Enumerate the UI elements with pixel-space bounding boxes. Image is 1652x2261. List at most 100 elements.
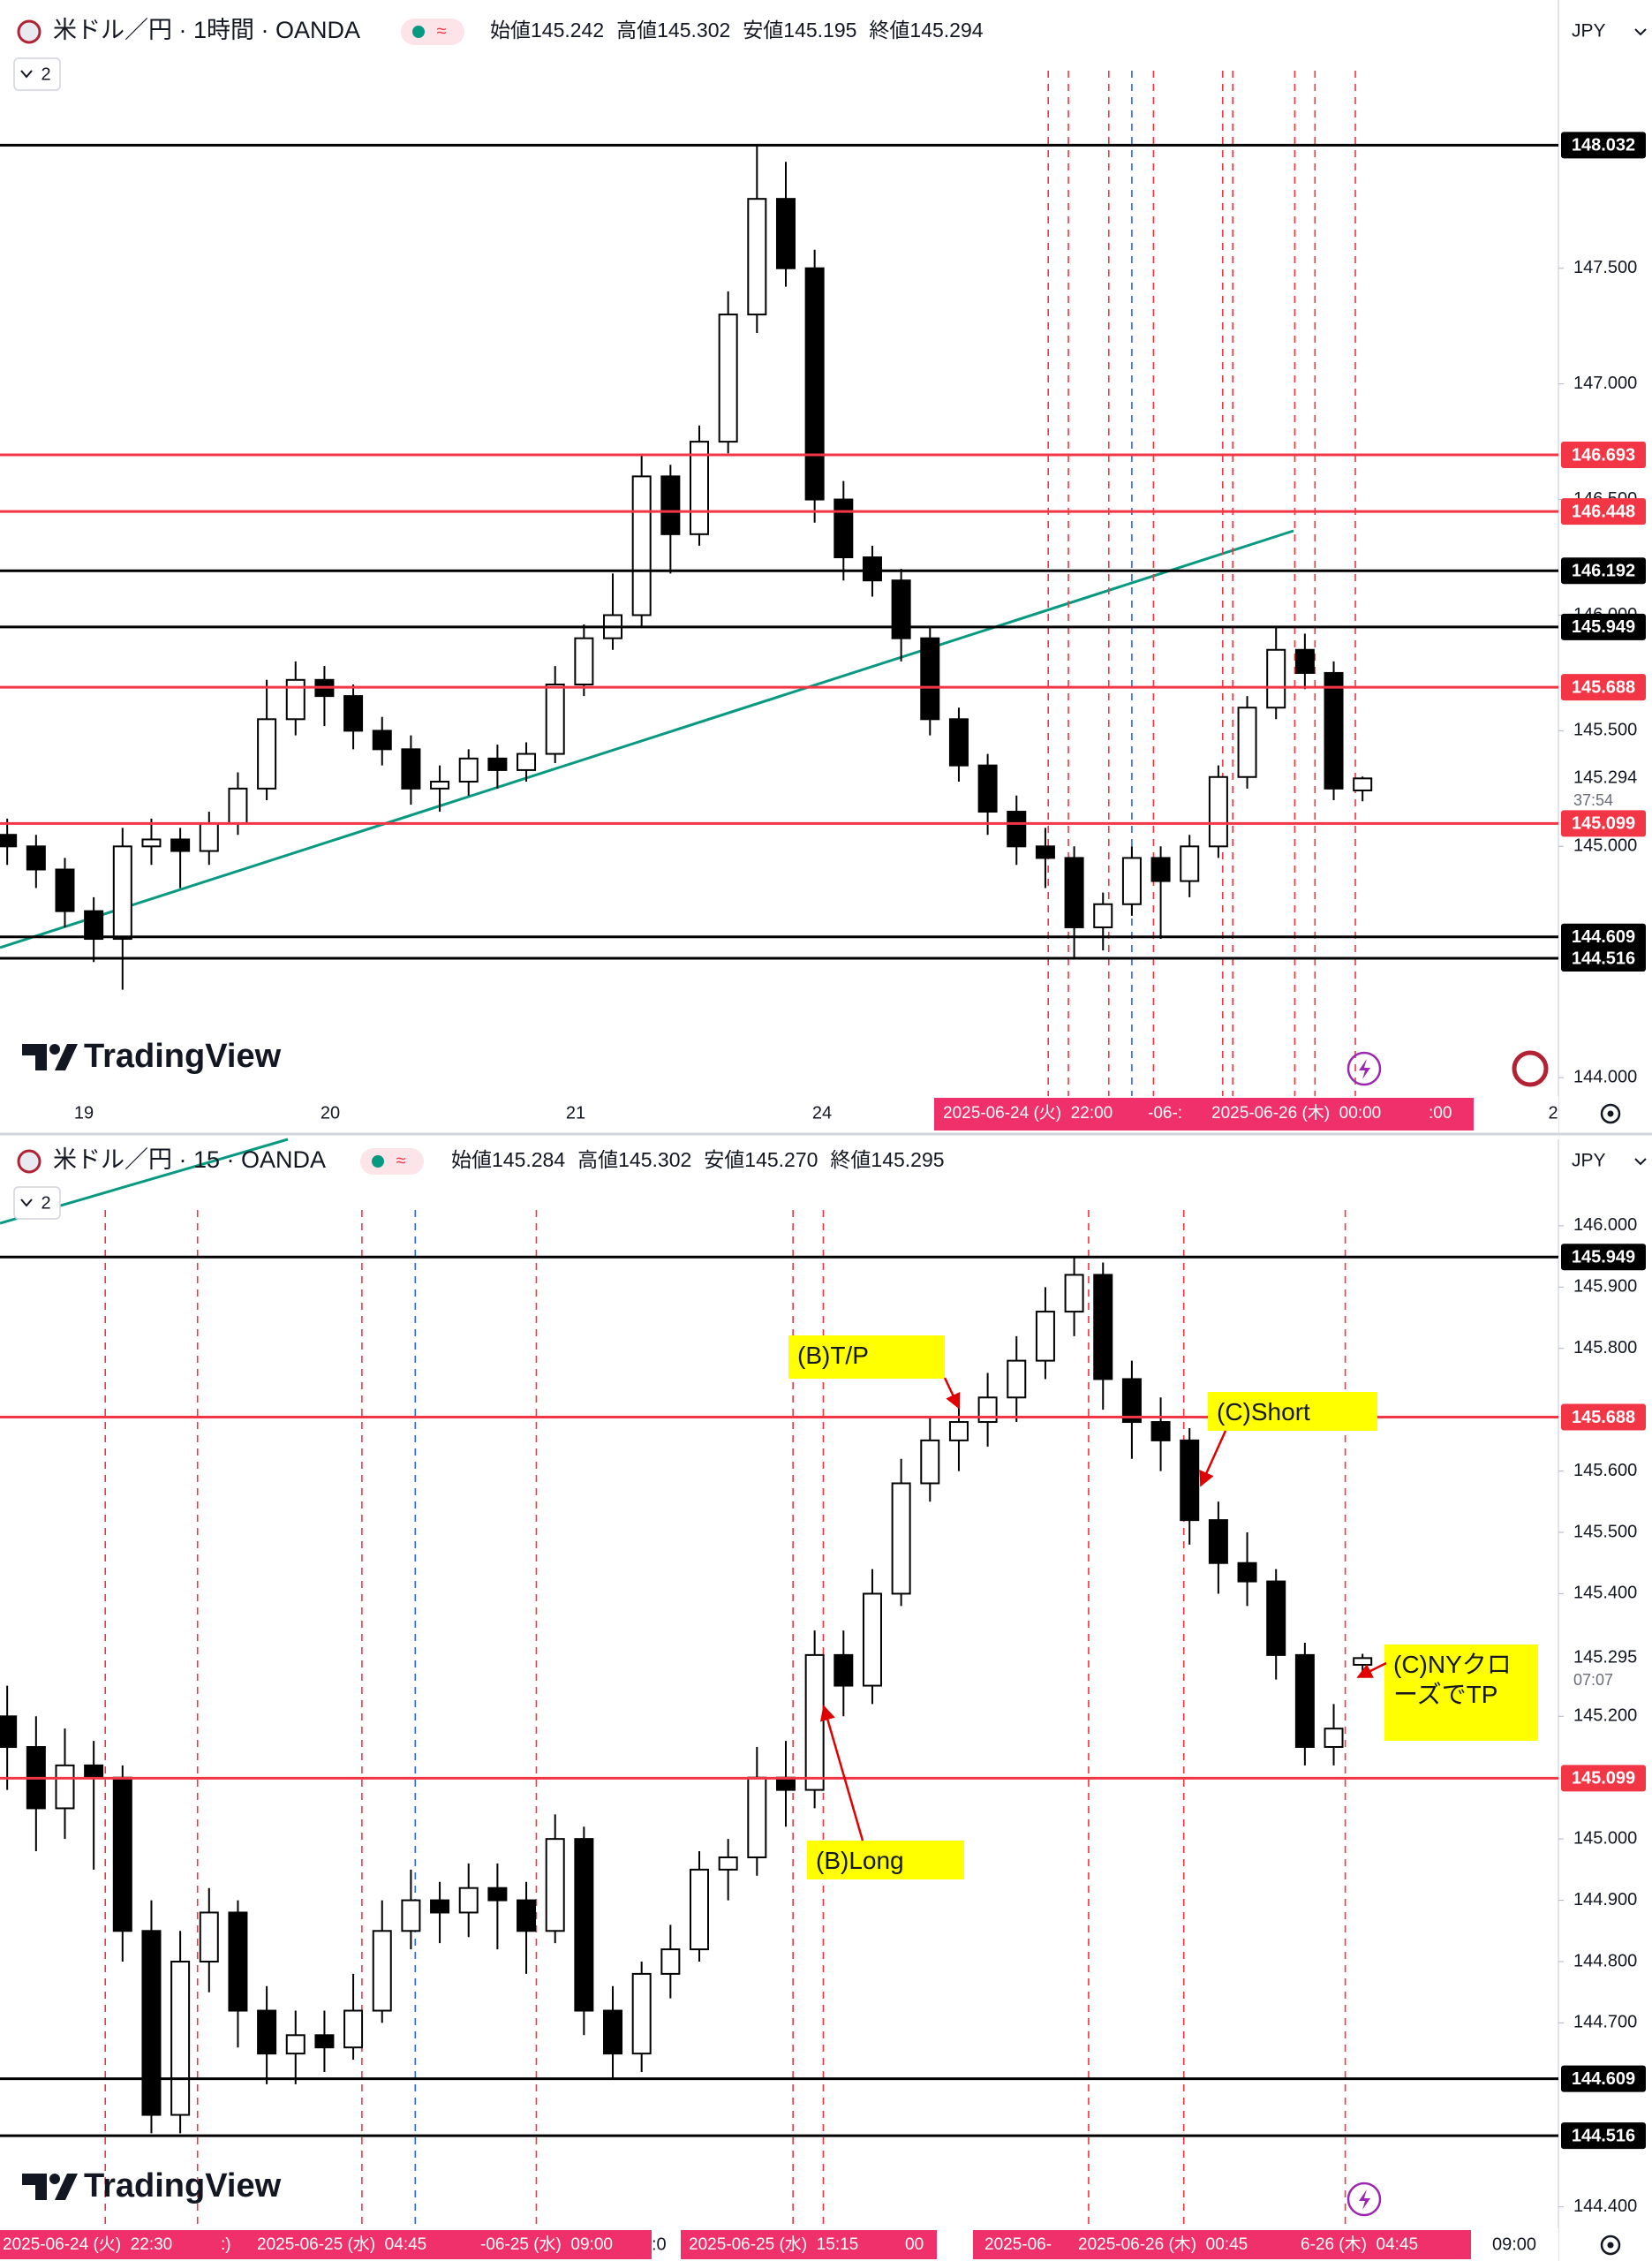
y-tick-label: 144.900 bbox=[1573, 1890, 1637, 1909]
status-pill bbox=[360, 1148, 424, 1175]
chevron bbox=[20, 70, 33, 79]
time-highlight: :) bbox=[221, 2235, 231, 2254]
candle-body bbox=[862, 556, 882, 582]
indicator-toggle[interactable] bbox=[13, 1186, 61, 1220]
candle-body bbox=[517, 1899, 537, 1932]
candle-body bbox=[1035, 1311, 1055, 1362]
y-tick-label: 145.500 bbox=[1573, 721, 1637, 740]
settings-icon bbox=[1607, 2242, 1614, 2249]
level-tag bbox=[1561, 923, 1646, 950]
flag-icon bbox=[17, 19, 41, 44]
candle-body bbox=[948, 1421, 969, 1441]
candle-body bbox=[401, 1899, 421, 1932]
candle-body bbox=[1093, 1274, 1113, 1380]
candle-body bbox=[372, 730, 392, 751]
candle-body bbox=[1180, 1439, 1200, 1522]
level-label: 144.609 bbox=[1572, 2069, 1635, 2089]
ohlc-value: 145.302 bbox=[618, 1148, 691, 1171]
time-highlight-bg bbox=[973, 2230, 1471, 2259]
level-label: 145.099 bbox=[1572, 1769, 1635, 1788]
candle-body bbox=[977, 764, 998, 813]
candle-body bbox=[112, 1776, 132, 1932]
level-tag bbox=[1561, 442, 1646, 469]
chevron bbox=[20, 1199, 33, 1207]
logo-mark bbox=[49, 2174, 60, 2184]
annotation: (C)NYクローズでTP bbox=[1384, 1645, 1538, 1741]
y-tick-label: 145.000 bbox=[1573, 1828, 1637, 1848]
status-icon: ≈ bbox=[437, 21, 447, 41]
level-tag bbox=[1561, 557, 1646, 585]
level-tag bbox=[1561, 498, 1646, 526]
level-tag bbox=[1561, 1403, 1646, 1431]
candle-body bbox=[660, 475, 681, 535]
candle-body bbox=[84, 1764, 104, 1779]
y-tick-label: 145.200 bbox=[1573, 1706, 1637, 1726]
candle-body bbox=[141, 838, 162, 848]
candle-body bbox=[257, 718, 277, 790]
annotation: (C)Short bbox=[1208, 1392, 1377, 1431]
logo-mark bbox=[49, 1044, 60, 1055]
level-tag bbox=[1561, 2065, 1646, 2092]
countdown: 07:07 bbox=[1573, 1671, 1613, 1689]
candle-body bbox=[314, 2034, 335, 2049]
x-tick-label: :0 bbox=[652, 2235, 667, 2254]
candle-body bbox=[1353, 1657, 1373, 1666]
candle-body bbox=[1294, 648, 1315, 674]
settings-icon[interactable] bbox=[1600, 2235, 1621, 2256]
y-tick-label: 145.600 bbox=[1573, 1461, 1637, 1480]
candle-body bbox=[343, 2009, 364, 2049]
time-highlight: 6-26 (木) 04:45 bbox=[1301, 2235, 1418, 2254]
candle-body bbox=[199, 822, 219, 852]
candle-body bbox=[718, 1856, 738, 1871]
x-tick-label: 2 bbox=[1548, 1103, 1558, 1123]
candle-body bbox=[631, 1972, 652, 2055]
ohlc-value: 145.302 bbox=[657, 19, 730, 42]
candle-body bbox=[517, 752, 537, 771]
price-axis bbox=[1558, 1139, 1652, 2261]
logo-mark bbox=[22, 1044, 78, 1070]
symbol-title: 米ドル／円 · 15 · OANDA bbox=[53, 1146, 326, 1173]
level-label: 146.192 bbox=[1572, 561, 1635, 580]
ohlc-label: 終値 bbox=[830, 1148, 871, 1171]
candle-body bbox=[920, 637, 940, 721]
alert-icon bbox=[1346, 2182, 1382, 2217]
candle-body bbox=[545, 684, 565, 755]
current-price: 145.295 bbox=[1573, 1648, 1637, 1667]
candle-body bbox=[1064, 1274, 1084, 1313]
ohlc-value: 145.294 bbox=[909, 19, 983, 42]
candle-body bbox=[487, 1887, 508, 1902]
candle-body bbox=[401, 748, 421, 790]
candle-body bbox=[228, 787, 248, 825]
candle-body bbox=[948, 718, 969, 767]
candle-body bbox=[84, 910, 104, 941]
level-label: 146.448 bbox=[1572, 502, 1635, 521]
candle-body bbox=[257, 2009, 277, 2055]
candle-body bbox=[690, 1868, 710, 1951]
chevron bbox=[1634, 1158, 1647, 1166]
candle-body bbox=[834, 498, 854, 559]
time-highlight-bg bbox=[934, 1098, 1474, 1130]
candle-body bbox=[1150, 857, 1171, 882]
y-tick-label: 144.800 bbox=[1573, 1951, 1637, 1970]
ohlc-value: 145.295 bbox=[871, 1148, 944, 1171]
candle-body bbox=[804, 1653, 825, 1791]
indicator-toggle[interactable] bbox=[13, 57, 61, 91]
candle-body bbox=[1324, 1728, 1344, 1749]
logo-mark bbox=[22, 2174, 78, 2200]
level-tag bbox=[1561, 613, 1646, 640]
ohlc-header: 始値145.242 高値145.302 安値145.195 終値145.294 bbox=[490, 19, 984, 42]
settings-icon[interactable] bbox=[1600, 1103, 1621, 1124]
candle-body bbox=[1121, 1378, 1142, 1424]
time-highlight-bg bbox=[681, 2230, 937, 2259]
level-tag bbox=[1561, 1244, 1646, 1271]
candle-body bbox=[55, 1764, 75, 1810]
level-tag bbox=[1561, 2122, 1646, 2150]
candle-body bbox=[1064, 857, 1084, 928]
candle-body bbox=[199, 1911, 219, 1962]
candle-body bbox=[1208, 1519, 1228, 1564]
time-highlight: 2025-06-24 (火) 22:30 bbox=[3, 2235, 172, 2254]
level-tag bbox=[1561, 1765, 1646, 1792]
candle-body bbox=[1237, 1562, 1257, 1583]
candle-body bbox=[775, 198, 796, 269]
y-tick-label: 144.000 bbox=[1573, 1067, 1637, 1086]
